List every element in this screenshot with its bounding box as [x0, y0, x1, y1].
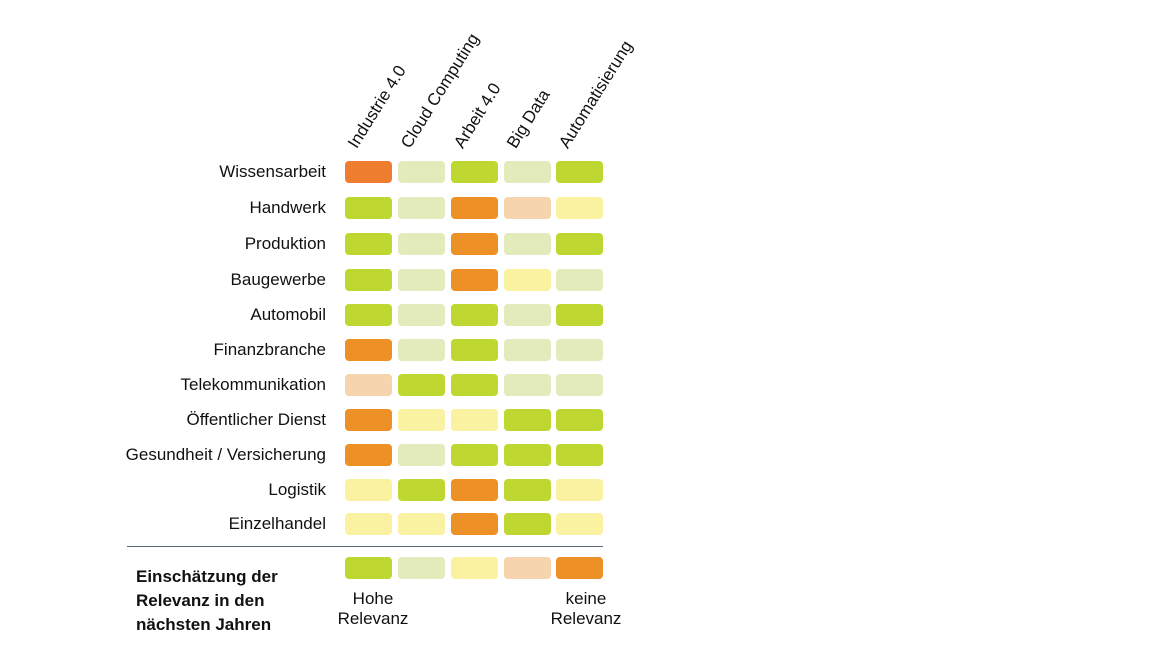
heatmap-cell	[398, 374, 445, 396]
legend-swatch	[345, 557, 392, 579]
heatmap-cell	[556, 513, 603, 535]
column-header: Big Data	[503, 86, 554, 152]
legend-swatch	[504, 557, 551, 579]
heatmap-cell	[556, 269, 603, 291]
legend-swatch	[451, 557, 498, 579]
heatmap-cell	[398, 269, 445, 291]
heatmap-cell	[345, 269, 392, 291]
heatmap-cell	[345, 233, 392, 255]
heatmap-cell	[398, 444, 445, 466]
row-label: Öffentlicher Dienst	[186, 410, 326, 429]
row-label: Logistik	[268, 480, 326, 499]
heatmap-cell	[451, 513, 498, 535]
legend-low-label: Hohe Relevanz	[337, 589, 409, 628]
row-label: Einzelhandel	[228, 514, 326, 533]
legend-title: Einschätzung der Relevanz in den nächste…	[136, 567, 278, 634]
heatmap-cell	[451, 304, 498, 326]
heatmap-cell	[451, 269, 498, 291]
heatmap-cell	[451, 409, 498, 431]
heatmap-cell	[556, 197, 603, 219]
heatmap-cell	[398, 339, 445, 361]
heatmap-cell	[504, 513, 551, 535]
heatmap-cell	[345, 161, 392, 183]
heatmap-cell	[451, 479, 498, 501]
heatmap-cell	[556, 374, 603, 396]
heatmap-cell	[398, 513, 445, 535]
heatmap-cell	[451, 444, 498, 466]
heatmap-cell	[398, 409, 445, 431]
row-label: Automobil	[250, 305, 326, 324]
heatmap-cell	[345, 479, 392, 501]
heatmap-cell	[556, 339, 603, 361]
heatmap-cell	[451, 197, 498, 219]
heatmap-cell	[398, 197, 445, 219]
legend-high-label: keine Relevanz	[550, 589, 622, 628]
heatmap-cell	[451, 161, 498, 183]
heatmap-cell	[504, 339, 551, 361]
heatmap-cell	[398, 479, 445, 501]
heatmap-cell	[556, 409, 603, 431]
heatmap-cell	[504, 304, 551, 326]
heatmap-cell	[451, 233, 498, 255]
heatmap-cell	[504, 197, 551, 219]
legend-swatch	[556, 557, 603, 579]
legend-divider	[127, 546, 603, 547]
row-label: Telekommunikation	[180, 375, 326, 394]
heatmap-cell	[556, 444, 603, 466]
row-label: Produktion	[244, 234, 326, 253]
heatmap-cell	[451, 374, 498, 396]
row-label: Baugewerbe	[230, 270, 326, 289]
column-header: Arbeit 4.0	[450, 79, 505, 152]
heatmap-cell	[345, 444, 392, 466]
legend-swatch	[398, 557, 445, 579]
heatmap-cell	[556, 161, 603, 183]
heatmap-cell	[345, 513, 392, 535]
heatmap-cell	[451, 339, 498, 361]
heatmap-cell	[556, 304, 603, 326]
heatmap-cell	[345, 339, 392, 361]
heatmap-cell	[504, 409, 551, 431]
row-label: Finanzbranche	[213, 340, 326, 359]
heatmap-cell	[504, 233, 551, 255]
heatmap-cell	[504, 479, 551, 501]
heatmap-cell	[504, 444, 551, 466]
heatmap-cell	[504, 374, 551, 396]
row-label: Wissensarbeit	[219, 162, 326, 181]
heatmap-cell	[504, 269, 551, 291]
heatmap-cell	[398, 304, 445, 326]
heatmap-cell	[345, 409, 392, 431]
heatmap-cell	[345, 374, 392, 396]
heatmap-cell	[398, 233, 445, 255]
column-header: Automatisierung	[555, 37, 637, 152]
heatmap-cell	[504, 161, 551, 183]
heatmap-cell	[345, 304, 392, 326]
row-label: Handwerk	[249, 198, 326, 217]
heatmap-cell	[398, 161, 445, 183]
heatmap-cell	[556, 233, 603, 255]
row-label: Gesundheit / Versicherung	[125, 445, 326, 464]
heatmap-cell	[345, 197, 392, 219]
heatmap-cell	[556, 479, 603, 501]
